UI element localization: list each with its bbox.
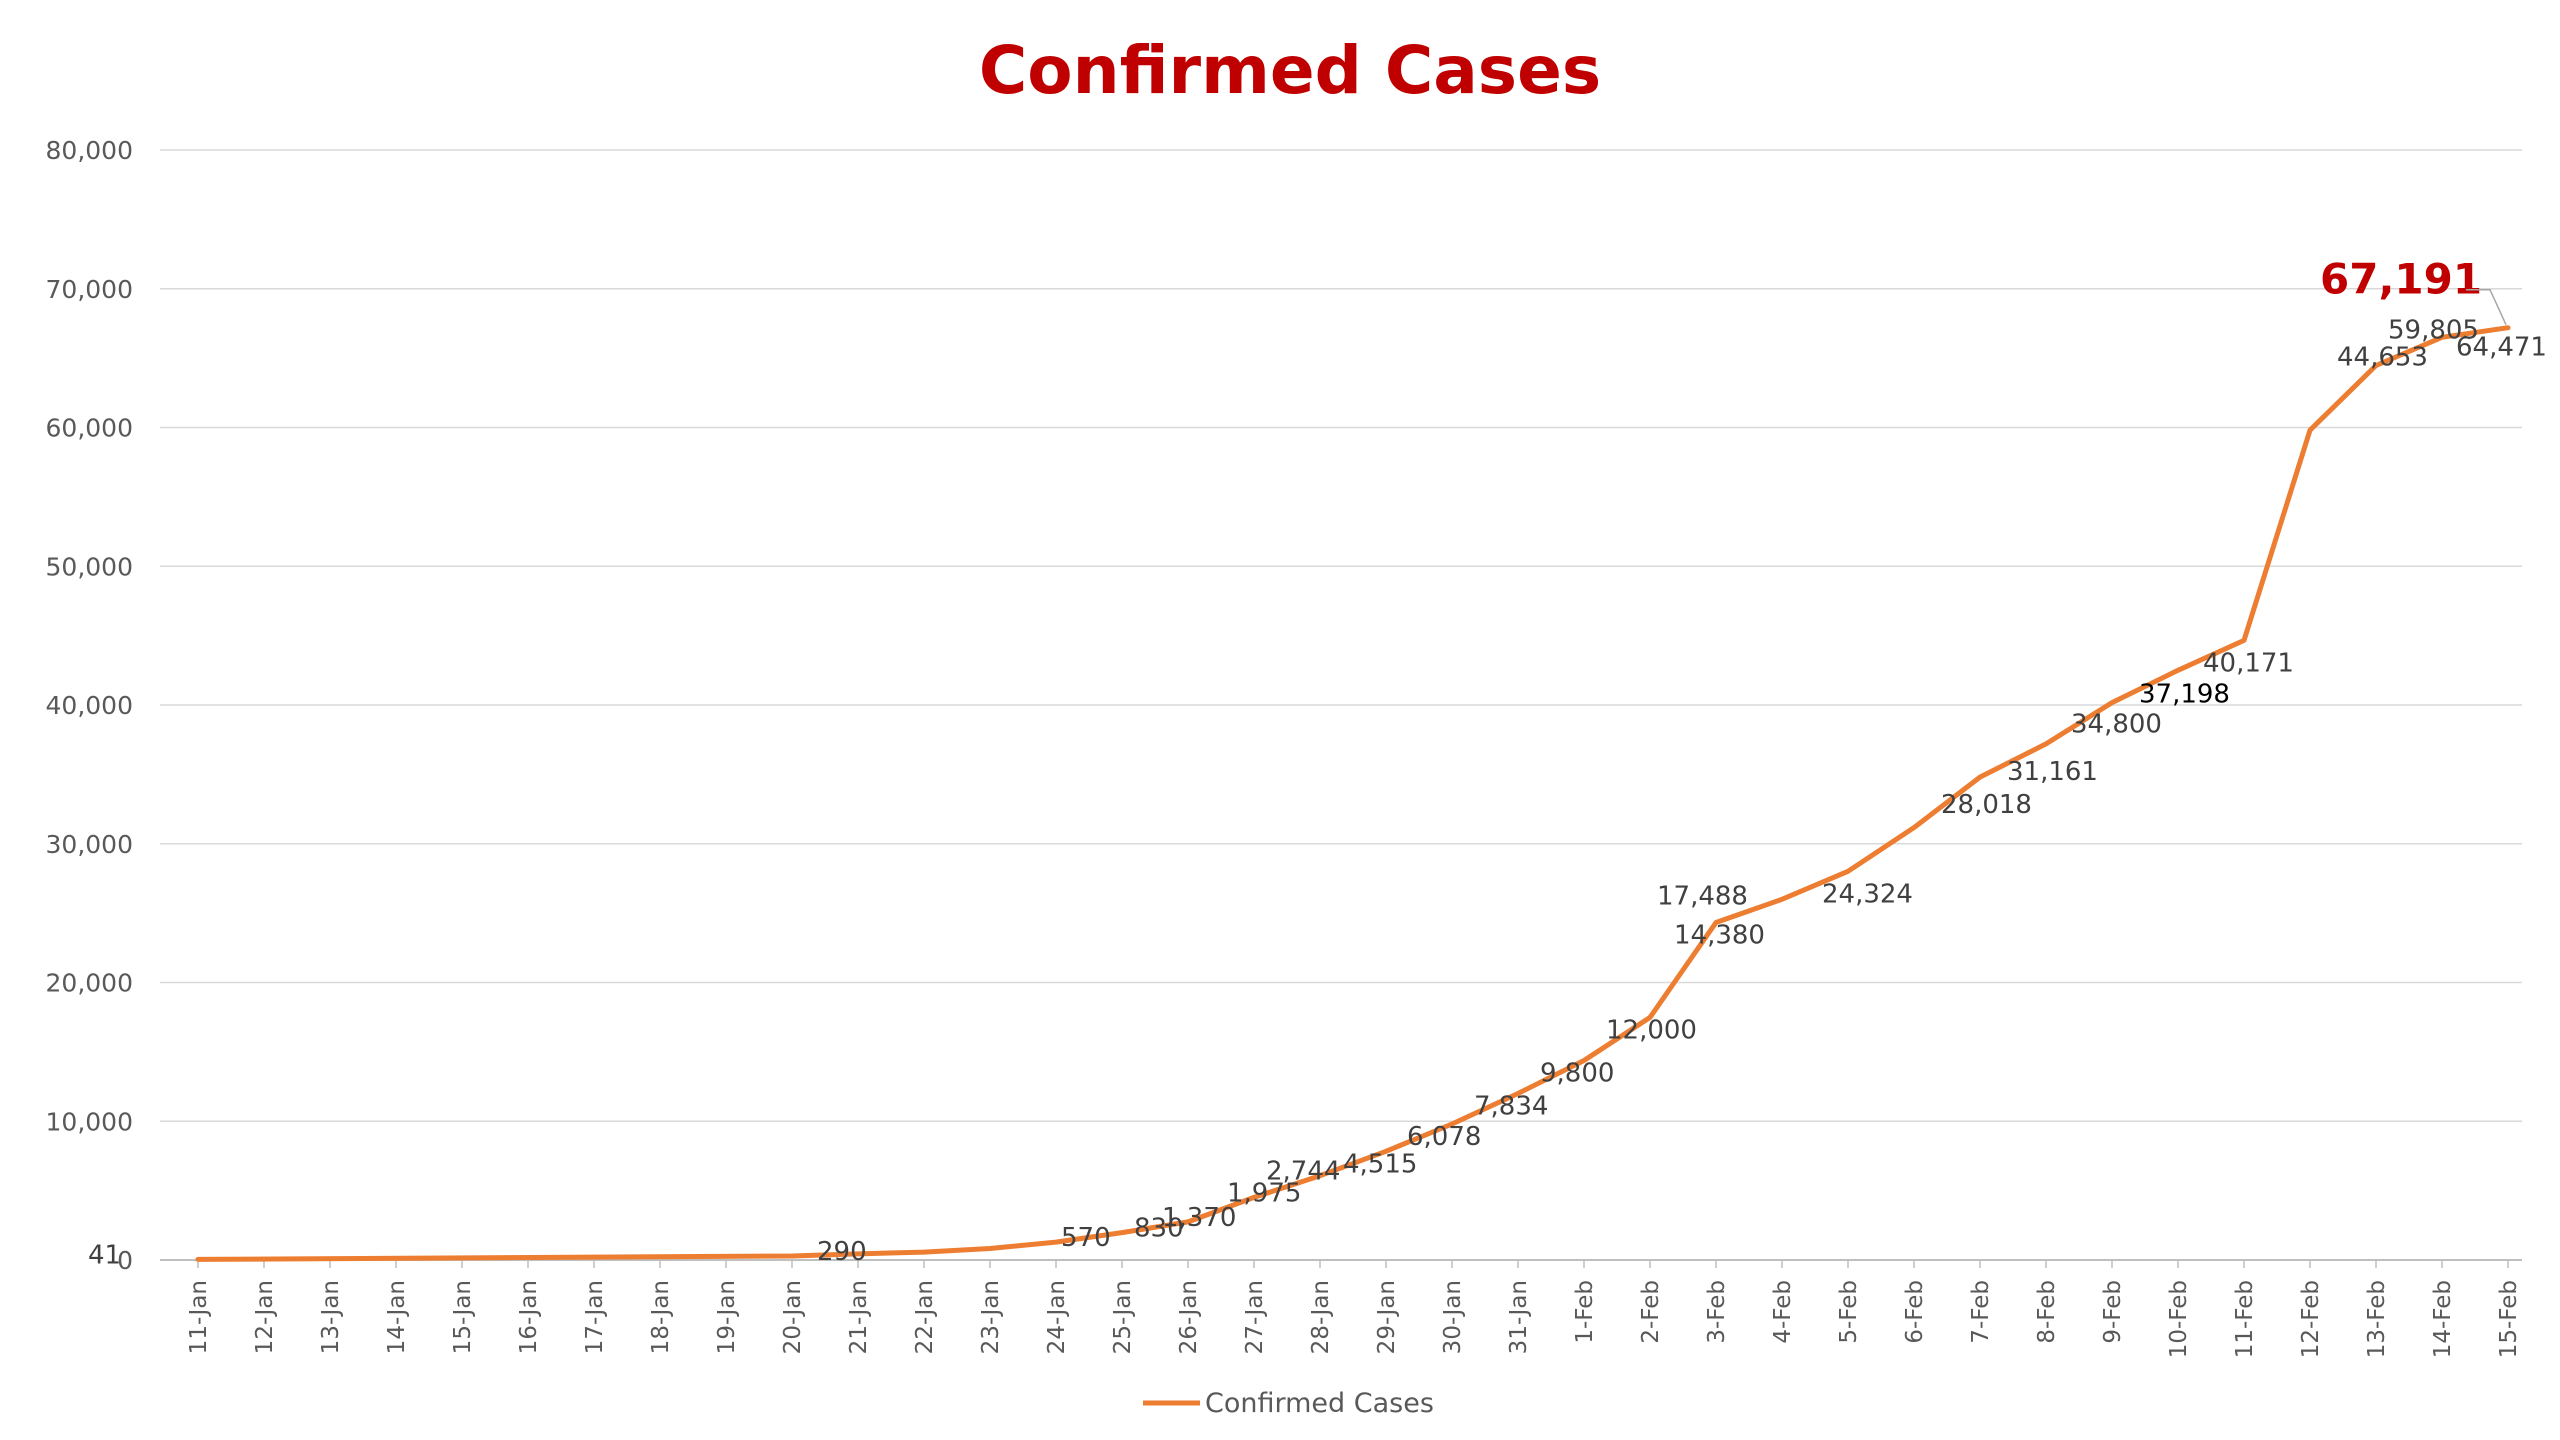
y-tick-label: 70,000	[46, 275, 133, 304]
callout-leader-line	[2466, 288, 2507, 326]
data-label: 1,975	[1227, 1178, 1301, 1208]
y-tick-label: 80,000	[46, 136, 133, 165]
x-tick-label: 13-Feb	[2364, 1280, 2390, 1358]
data-label: 12,000	[1606, 1015, 1697, 1045]
data-label: 41	[88, 1240, 121, 1270]
y-tick-label: 60,000	[46, 414, 133, 443]
data-label: 570	[1061, 1223, 1111, 1253]
y-tick-label: 0	[117, 1246, 133, 1275]
data-label: 14,380	[1674, 921, 1765, 951]
x-tick-label: 18-Jan	[648, 1280, 674, 1354]
x-tick-label: 22-Jan	[912, 1280, 938, 1354]
x-tick-label: 25-Jan	[1110, 1280, 1136, 1354]
x-tick-label: 3-Feb	[1704, 1280, 1730, 1344]
x-tick-label: 1-Feb	[1572, 1280, 1598, 1344]
x-tick-label: 11-Jan	[186, 1280, 212, 1354]
y-tick-label: 50,000	[46, 552, 133, 581]
x-tick-label: 12-Feb	[2298, 1280, 2324, 1358]
series-line-confirmed-cases	[195, 325, 2511, 1262]
series	[195, 325, 2511, 1262]
x-tick-label: 19-Jan	[714, 1280, 740, 1354]
y-tick-label: 30,000	[46, 830, 133, 859]
x-tick-label: 11-Feb	[2232, 1280, 2258, 1358]
x-tick-label: 5-Feb	[1836, 1280, 1862, 1344]
x-tick-label: 29-Jan	[1374, 1280, 1400, 1354]
data-label: 1,370	[1162, 1203, 1236, 1233]
x-tick-label: 28-Jan	[1308, 1280, 1334, 1354]
data-label: 59,805	[2388, 315, 2479, 345]
data-label: 67,191	[2320, 255, 2482, 304]
x-tick-label: 13-Jan	[318, 1280, 344, 1354]
x-tick-label: 15-Feb	[2496, 1280, 2522, 1358]
x-tick-label: 10-Feb	[2166, 1280, 2192, 1358]
y-tick-label: 20,000	[46, 969, 133, 998]
data-label: 290	[817, 1237, 867, 1267]
data-label: 9,800	[1540, 1058, 1614, 1088]
data-label: 17,488	[1657, 882, 1748, 912]
x-tick-label: 30-Jan	[1440, 1280, 1466, 1354]
x-tick-label: 27-Jan	[1242, 1280, 1268, 1354]
data-label: 2,744	[1266, 1157, 1340, 1187]
legend-label: Confirmed Cases	[1205, 1388, 1434, 1419]
y-tick-label: 40,000	[46, 691, 133, 720]
data-label: 4,515	[1343, 1149, 1417, 1179]
data-label: 7,834	[1474, 1092, 1548, 1122]
data-label: 31,161	[2007, 757, 2098, 787]
data-label: 34,800	[2071, 710, 2162, 740]
x-tick-label: 14-Feb	[2430, 1280, 2456, 1358]
data-label: 28,018	[1941, 790, 2032, 820]
x-tick-label: 26-Jan	[1176, 1280, 1202, 1354]
x-tick-label: 12-Jan	[252, 1280, 278, 1354]
gridlines	[160, 149, 2522, 1261]
x-tick-label: 8-Feb	[2034, 1280, 2060, 1344]
x-tick-label: 2-Feb	[1638, 1280, 1664, 1344]
data-label: 64,471	[2456, 333, 2547, 363]
x-tick-label: 21-Jan	[846, 1280, 872, 1354]
x-tick-label: 23-Jan	[978, 1280, 1004, 1354]
data-label: 44,653	[2337, 342, 2428, 372]
data-label: 830	[1134, 1214, 1184, 1244]
x-tick-label: 24-Jan	[1044, 1280, 1070, 1354]
x-tick-label: 6-Feb	[1902, 1280, 1928, 1344]
x-tick-label: 20-Jan	[780, 1280, 806, 1354]
x-tick-label: 31-Jan	[1506, 1280, 1532, 1354]
x-tick-label: 17-Jan	[582, 1280, 608, 1354]
x-tick-label: 15-Jan	[450, 1280, 476, 1354]
chart-title: Confirmed Cases	[979, 32, 1601, 109]
data-label: 37,198	[2139, 679, 2230, 709]
legend: Confirmed Cases	[1143, 1388, 1434, 1419]
x-tick-label: 16-Jan	[516, 1280, 542, 1354]
x-axis: 11-Jan 12-Jan 13-Jan 14-Jan 15-Jan 16-Jan 17-J…	[186, 1260, 2522, 1358]
data-label: 24,324	[1822, 879, 1913, 909]
x-tick-label: 14-Jan	[384, 1280, 410, 1354]
data-label: 40,171	[2203, 648, 2294, 678]
y-tick-label: 10,000	[46, 1107, 133, 1136]
data-label: 6,078	[1407, 1122, 1481, 1152]
x-tick-label: 4-Feb	[1770, 1280, 1796, 1344]
y-axis: 0 10,000 20,000 30,000 40,000 50,000 60,000 70,…	[46, 136, 133, 1275]
x-tick-label: 7-Feb	[1968, 1280, 1994, 1344]
x-tick-label: 9-Feb	[2100, 1280, 2126, 1344]
